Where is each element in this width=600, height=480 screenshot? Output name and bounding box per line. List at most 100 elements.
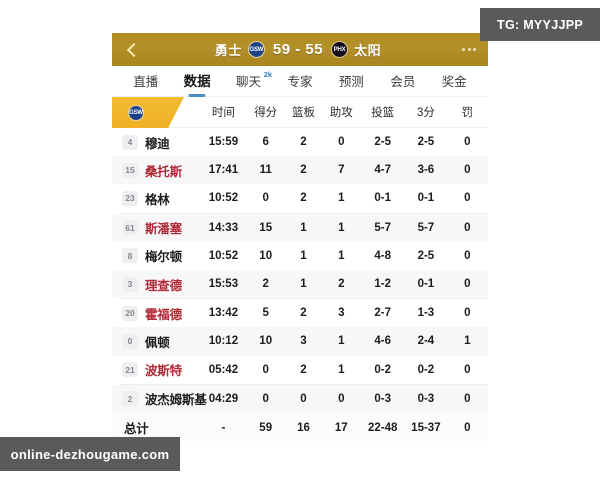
player-cell: 4 穆迪 xyxy=(116,133,200,152)
cell-points: 10 xyxy=(259,249,273,262)
cell-rebounds: 3 xyxy=(300,335,307,348)
cell-threes: 0-3 xyxy=(417,392,435,405)
cell-threes: 2-5 xyxy=(417,249,435,262)
column-header-points[interactable]: 得分 xyxy=(254,107,278,119)
table-row[interactable]: 0 佩顿 10:12 10 3 1 4-6 2-4 1 xyxy=(112,327,488,356)
table-row[interactable]: 20 霍福德 13:42 5 2 3 2-7 1-3 0 xyxy=(112,299,488,328)
score-value: 59 - 55 xyxy=(272,41,324,58)
cell-assists: 1 xyxy=(338,192,345,205)
tab-label: 专家 xyxy=(287,74,313,89)
tab-stats[interactable]: 数据 xyxy=(171,73,222,97)
jersey-number: 20 xyxy=(122,305,138,321)
cell-freethrows: 0 xyxy=(464,221,471,234)
row-divider xyxy=(120,212,488,214)
home-team-name: 勇士 xyxy=(214,43,242,58)
column-header-assists[interactable]: 助攻 xyxy=(329,107,353,119)
column-header-threes[interactable]: 3分 xyxy=(416,107,435,119)
tab-membership[interactable]: 会员 xyxy=(377,74,428,89)
table-row[interactable]: 2 波杰姆斯基 04:29 0 0 0 0-3 0-3 0 xyxy=(112,384,488,413)
cell-threes: 0-1 xyxy=(417,278,435,291)
total-label: 总计 xyxy=(124,422,149,437)
player-cell: 0 佩顿 xyxy=(116,332,200,351)
cell-points: 2 xyxy=(262,278,269,291)
cell-points: 11 xyxy=(259,164,272,177)
player-cell: 61 斯潘塞 xyxy=(116,218,200,237)
gsw-logo-icon: GSW xyxy=(247,41,265,58)
cell-fieldgoals: 4-8 xyxy=(374,249,391,262)
phx-logo-icon: PHX xyxy=(331,41,349,58)
cell-assists: 7 xyxy=(338,164,345,177)
tab-label: 数据 xyxy=(183,74,211,90)
total-assists: 17 xyxy=(334,421,348,434)
cell-freethrows: 1 xyxy=(464,335,471,348)
scoreboard: 勇士 GSW 59 - 55 PHX 太阳 xyxy=(140,40,456,59)
total-points: 59 xyxy=(259,421,273,434)
cell-freethrows: 0 xyxy=(464,278,471,291)
cell-minutes: 10:12 xyxy=(208,335,239,348)
total-minutes: - xyxy=(221,421,226,434)
player-name: 格林 xyxy=(145,192,170,207)
total-fieldgoals: 22-48 xyxy=(367,421,398,434)
cell-threes: 2-4 xyxy=(417,335,435,348)
cell-freethrows: 0 xyxy=(464,164,471,177)
table-row[interactable]: 61 斯潘塞 14:33 15 1 1 5-7 5-7 0 xyxy=(112,213,488,242)
cell-rebounds: 2 xyxy=(300,363,307,376)
section-tabbar: 直播 数据 聊天 2k 专家 预测 会员 奖金 xyxy=(112,66,488,97)
table-row[interactable]: 8 梅尔顿 10:52 10 1 1 4-8 2-5 0 xyxy=(112,241,488,270)
tab-live[interactable]: 直播 xyxy=(120,74,171,89)
cell-rebounds: 1 xyxy=(300,278,307,291)
match-header: 勇士 GSW 59 - 55 PHX 太阳 xyxy=(112,33,488,66)
cell-rebounds: 2 xyxy=(300,307,307,320)
more-dot xyxy=(473,48,476,51)
column-header-minutes[interactable]: 时间 xyxy=(211,107,235,119)
player-name: 霍福德 xyxy=(145,307,182,322)
cell-rebounds: 0 xyxy=(300,392,307,405)
table-row[interactable]: 15 桑托斯 17:41 11 2 7 4-7 3-6 0 xyxy=(112,156,488,185)
cell-fieldgoals: 0-3 xyxy=(374,392,391,405)
active-tab-underline xyxy=(188,94,206,97)
row-divider xyxy=(120,383,488,385)
table-row[interactable]: 3 理查德 15:53 2 1 2 1-2 0-1 0 xyxy=(112,269,488,299)
team-selector-tab-gsw[interactable]: GSW xyxy=(112,97,184,128)
jersey-number: 61 xyxy=(122,220,138,236)
cell-threes: 5-7 xyxy=(417,221,435,234)
tab-bonus[interactable]: 奖金 xyxy=(429,74,480,89)
table-row[interactable]: 21 波斯特 05:42 0 2 1 0-2 0-2 0 xyxy=(112,355,488,384)
column-header-rebounds[interactable]: 篮板 xyxy=(291,107,315,119)
table-row[interactable]: 23 格林 10:52 0 2 1 0-1 0-1 0 xyxy=(112,184,488,213)
row-divider xyxy=(120,298,488,300)
watermark-bottom-left: online-dezhougame.com xyxy=(0,437,180,471)
table-total-row: 总计 - 59 16 17 22-48 15-37 0 xyxy=(112,412,488,441)
cell-freethrows: 0 xyxy=(464,392,471,405)
chevron-left-icon[interactable] xyxy=(124,42,140,58)
cell-assists: 0 xyxy=(338,136,345,149)
more-options-icon[interactable] xyxy=(456,48,476,51)
cell-points: 15 xyxy=(259,221,273,234)
tab-prediction[interactable]: 预测 xyxy=(326,74,377,89)
tab-chat[interactable]: 聊天 2k xyxy=(223,69,274,89)
table-header-row: GSW 时间 得分 篮板 助攻 投篮 3分 罚 xyxy=(112,97,488,128)
chat-count-badge: 2k xyxy=(263,69,273,79)
gsw-logo-icon: GSW xyxy=(128,104,144,121)
cell-assists: 0 xyxy=(338,392,345,405)
player-cell: 2 波杰姆斯基 xyxy=(116,389,207,408)
cell-minutes: 04:29 xyxy=(208,392,239,405)
cell-minutes: 10:52 xyxy=(208,249,239,262)
column-header-fieldgoals[interactable]: 投篮 xyxy=(371,107,395,119)
jersey-number: 15 xyxy=(122,162,138,178)
table-body: 4 穆迪 15:59 6 2 0 2-5 2-5 0 15 桑托斯 17:41 11 2 7 4-7 3-6 0 2… xyxy=(112,128,488,441)
table-row[interactable]: 4 穆迪 15:59 6 2 0 2-5 2-5 0 xyxy=(112,128,488,157)
cell-points: 0 xyxy=(262,392,269,405)
cell-minutes: 15:53 xyxy=(208,278,239,291)
cell-assists: 1 xyxy=(338,335,345,348)
cell-points: 10 xyxy=(259,335,273,348)
tab-experts[interactable]: 专家 xyxy=(274,74,325,89)
cell-assists: 2 xyxy=(338,278,345,291)
cell-minutes: 05:42 xyxy=(208,363,239,376)
column-headers: 时间 得分 篮板 助攻 投篮 3分 罚 xyxy=(112,104,488,120)
cell-freethrows: 0 xyxy=(464,192,471,205)
column-header-freethrows[interactable]: 罚 xyxy=(461,107,474,119)
cell-assists: 1 xyxy=(338,363,345,376)
watermark-top-right: TG: MYYJJPP xyxy=(480,8,600,41)
player-name: 理查德 xyxy=(145,278,182,293)
